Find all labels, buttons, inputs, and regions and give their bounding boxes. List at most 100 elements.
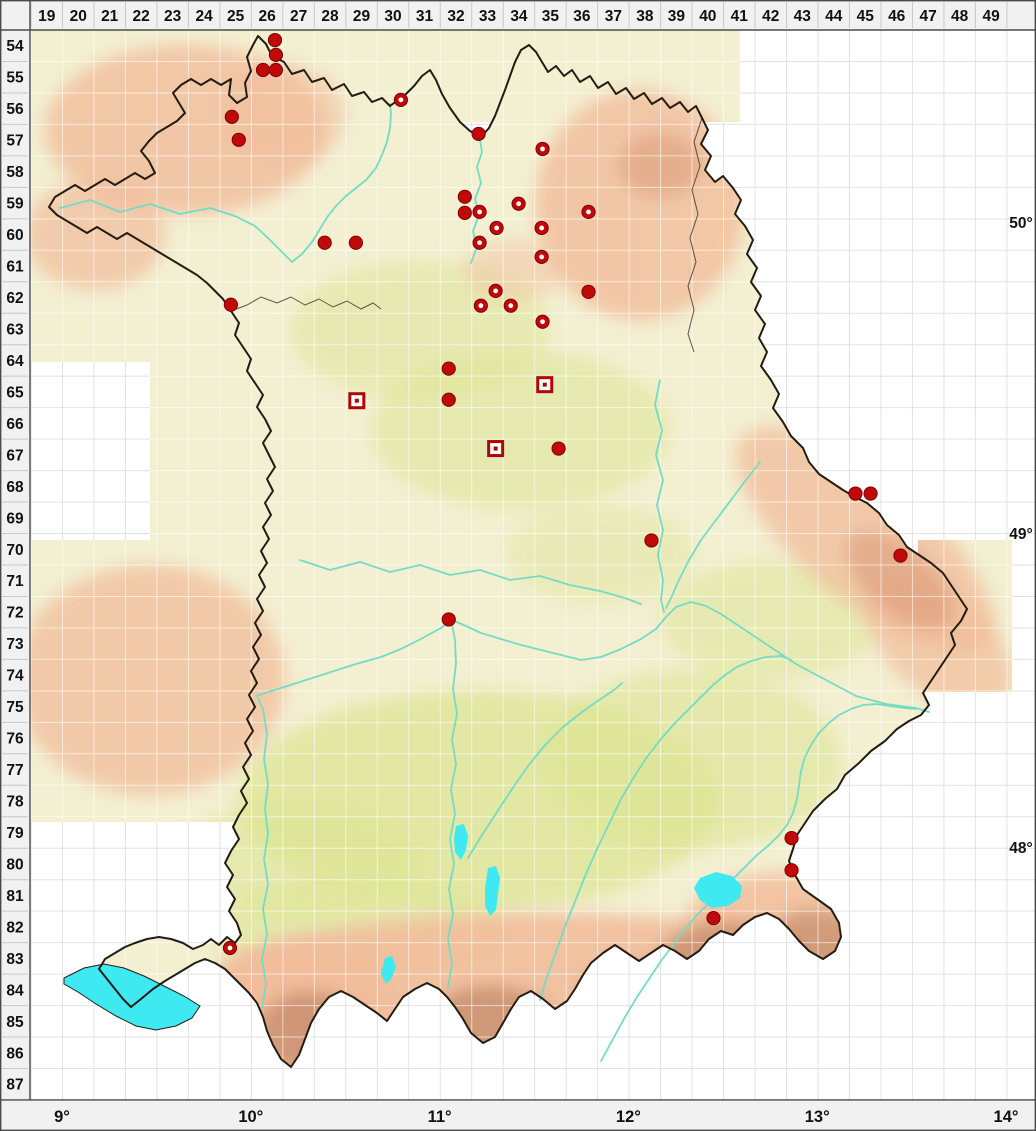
row-label: 81: [6, 888, 24, 905]
occurrence-marker-filled: [784, 863, 799, 878]
latitude-label: 48°: [1009, 840, 1032, 857]
occurrence-marker-filled: [268, 47, 284, 62]
col-label: 29: [353, 8, 371, 25]
occurrence-marker-filled: [348, 235, 363, 250]
row-label: 57: [6, 133, 23, 150]
occurrence-marker-ring: [534, 249, 549, 264]
occurrence-marker-filled: [893, 548, 908, 563]
col-label: 49: [983, 8, 1001, 25]
row-label: 60: [6, 227, 23, 244]
occurrence-marker-filled: [255, 62, 271, 78]
col-label: 25: [227, 8, 245, 25]
col-label: 31: [416, 8, 434, 25]
row-label: 54: [6, 38, 24, 55]
occurrence-marker-filled: [457, 189, 472, 204]
row-label: 87: [6, 1077, 23, 1094]
col-label: 21: [101, 8, 119, 25]
occurrence-marker-ring: [472, 235, 487, 250]
lakes: [63, 824, 742, 1031]
latitude-label: 50°: [1009, 215, 1032, 232]
col-label: 48: [951, 8, 969, 25]
occurrence-marker-ring: [489, 220, 504, 236]
occurrence-marker-filled: [441, 361, 456, 376]
longitude-label: 11°: [428, 1108, 452, 1126]
col-label: 28: [321, 8, 339, 25]
row-label: 68: [6, 479, 24, 496]
col-label: 33: [479, 8, 497, 25]
occurrence-marker-square: [487, 440, 505, 458]
col-label: 41: [731, 8, 749, 25]
row-label: 59: [6, 196, 24, 213]
row-label: 71: [6, 573, 24, 590]
occurrence-marker-filled: [551, 441, 566, 456]
col-label: 38: [636, 8, 654, 25]
col-label: 24: [196, 8, 214, 25]
row-label: 69: [6, 510, 24, 527]
occurrence-marker-filled: [863, 486, 878, 501]
row-label: 64: [6, 353, 24, 370]
occurrence-marker-filled: [471, 126, 486, 141]
occurrence-marker-filled: [644, 533, 659, 548]
row-label: 66: [6, 416, 24, 433]
occurrence-marker-ring: [534, 220, 549, 236]
row-label: 73: [6, 636, 24, 653]
row-label: 74: [6, 668, 24, 685]
col-label: 40: [699, 8, 716, 25]
row-label: 72: [6, 605, 23, 622]
row-label: 86: [6, 1045, 24, 1062]
longitude-label: 14°: [994, 1108, 1019, 1126]
col-label: 23: [164, 8, 182, 25]
row-label: 67: [6, 447, 23, 464]
col-label: 47: [920, 8, 937, 25]
col-label: 30: [384, 8, 401, 25]
state-border: [48, 35, 968, 1068]
row-label: 84: [6, 982, 24, 999]
col-label: 39: [668, 8, 686, 25]
occurrence-marker-ring: [535, 314, 550, 329]
longitude-label: 13°: [805, 1108, 830, 1126]
occurrence-marker-square: [536, 376, 554, 394]
row-label: 75: [6, 699, 24, 716]
row-label: 65: [6, 384, 24, 401]
row-label: 78: [6, 794, 24, 811]
row-label: 55: [6, 70, 24, 87]
longitude-label: 10°: [238, 1108, 263, 1126]
occurrence-marker-filled: [848, 486, 863, 501]
row-label: 79: [6, 825, 24, 842]
row-label: 77: [6, 762, 23, 779]
longitude-label: 12°: [616, 1108, 641, 1126]
col-label: 42: [762, 8, 779, 25]
occurrence-marker-filled: [581, 284, 596, 299]
occurrence-marker-filled: [317, 235, 332, 250]
occurrence-marker-filled: [441, 612, 456, 627]
occurrence-marker-ring: [535, 141, 550, 157]
col-label: 22: [133, 8, 150, 25]
occurrence-marker-square: [348, 392, 366, 410]
occurrence-marker-filled: [784, 831, 799, 846]
col-label: 35: [542, 8, 560, 25]
row-label: 61: [6, 259, 24, 276]
col-label: 19: [38, 8, 56, 25]
occurrence-marker-filled: [267, 32, 283, 48]
row-label: 58: [6, 164, 24, 181]
col-label: 44: [825, 8, 843, 25]
occurrence-marker-filled: [223, 297, 238, 312]
longitude-label: 9°: [54, 1108, 70, 1126]
occurrence-marker-filled: [231, 132, 246, 147]
col-label: 45: [857, 8, 875, 25]
occurrence-marker-filled: [706, 910, 721, 926]
latitude-label: 49°: [1009, 526, 1032, 543]
col-label: 27: [290, 8, 307, 25]
occurrence-marker-filled: [457, 205, 472, 220]
occurrence-marker-ring: [472, 204, 487, 219]
occurrence-marker-filled: [268, 62, 284, 78]
row-label: 70: [6, 542, 23, 559]
row-label: 83: [6, 951, 24, 968]
row-label: 80: [6, 856, 23, 873]
occurrence-marker-ring: [511, 196, 526, 211]
occurrence-marker-ring: [488, 283, 503, 298]
district-boundaries: [230, 117, 703, 353]
